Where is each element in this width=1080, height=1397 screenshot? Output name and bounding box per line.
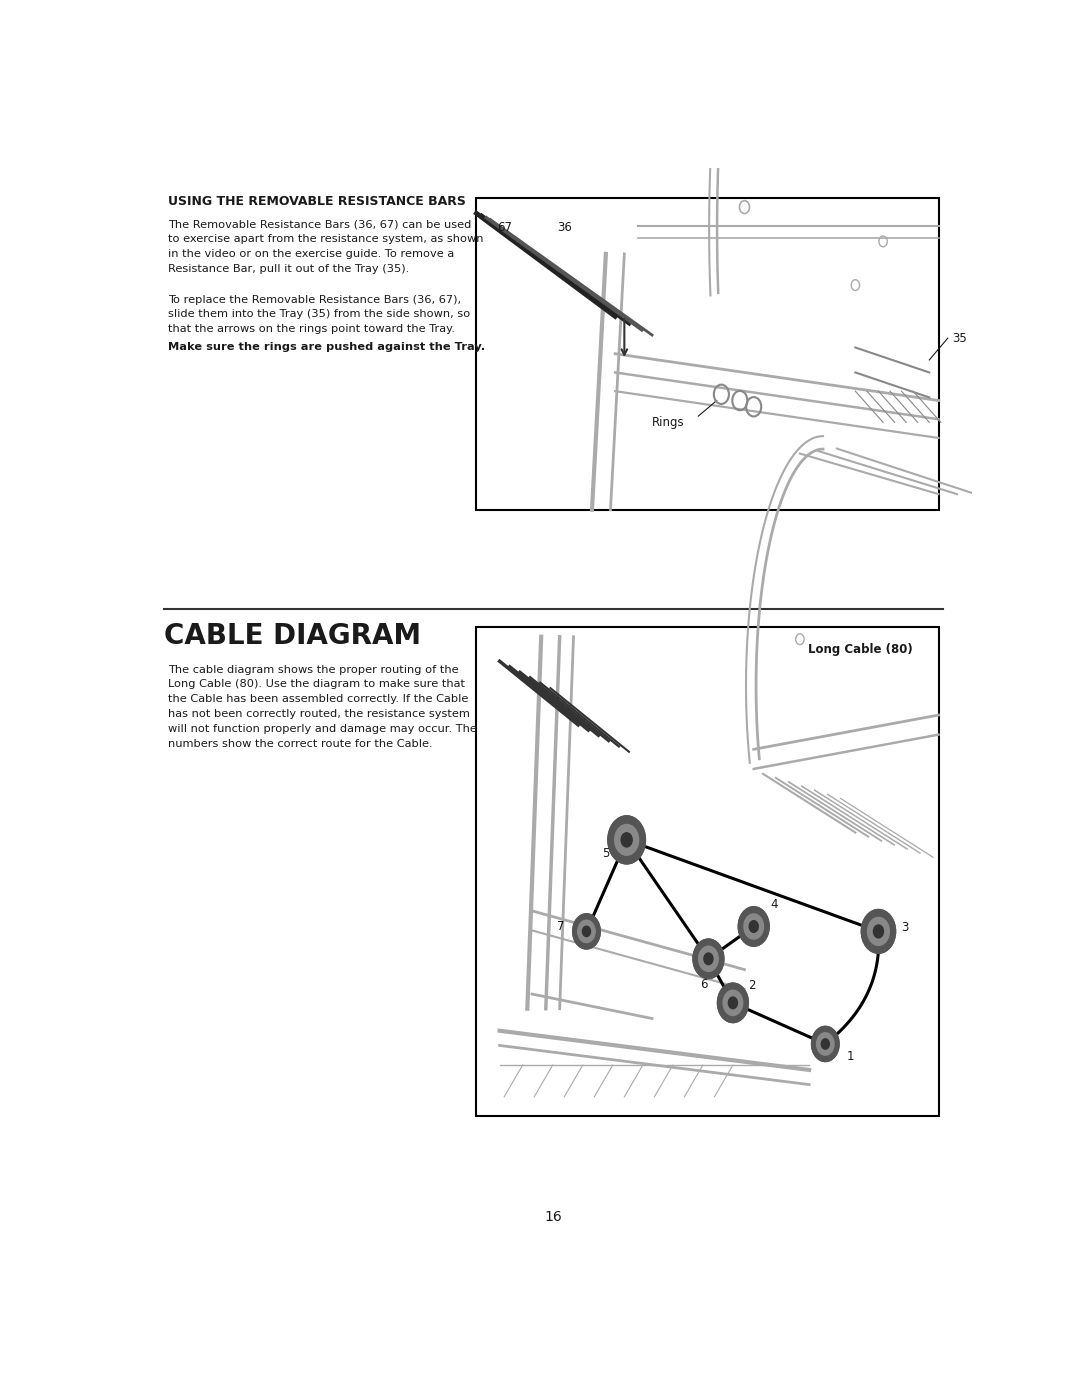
- Circle shape: [750, 921, 758, 932]
- Circle shape: [699, 946, 718, 971]
- Circle shape: [573, 914, 599, 949]
- Circle shape: [578, 921, 595, 943]
- Circle shape: [582, 926, 591, 936]
- Circle shape: [862, 909, 895, 953]
- Circle shape: [816, 1032, 834, 1055]
- Circle shape: [621, 833, 632, 847]
- Circle shape: [608, 816, 645, 863]
- Circle shape: [728, 997, 738, 1009]
- Circle shape: [816, 1032, 834, 1055]
- Text: 16: 16: [544, 1210, 563, 1224]
- Circle shape: [867, 918, 889, 946]
- Text: 7: 7: [557, 921, 565, 933]
- Circle shape: [699, 946, 718, 971]
- Circle shape: [867, 918, 889, 946]
- Circle shape: [724, 990, 743, 1016]
- Circle shape: [744, 914, 764, 939]
- Circle shape: [718, 983, 748, 1023]
- Text: 4: 4: [771, 898, 779, 911]
- Text: 36: 36: [557, 221, 572, 233]
- Text: 3: 3: [902, 921, 909, 935]
- Circle shape: [728, 997, 738, 1009]
- Circle shape: [874, 925, 883, 937]
- Text: 6: 6: [700, 978, 707, 990]
- Text: 35: 35: [953, 331, 967, 345]
- Circle shape: [718, 983, 748, 1023]
- Circle shape: [739, 907, 769, 946]
- Text: The Removable Resistance Bars (36, 67) can be used
to exercise apart from the re: The Removable Resistance Bars (36, 67) c…: [168, 219, 484, 274]
- Circle shape: [739, 907, 769, 946]
- Circle shape: [704, 953, 713, 964]
- Bar: [476, 198, 939, 510]
- Text: Make sure the rings are pushed against the Tray.: Make sure the rings are pushed against t…: [168, 342, 486, 352]
- Circle shape: [812, 1027, 839, 1062]
- Circle shape: [621, 833, 632, 847]
- Circle shape: [862, 909, 895, 953]
- Circle shape: [724, 990, 743, 1016]
- Circle shape: [615, 824, 638, 855]
- Circle shape: [744, 914, 764, 939]
- Text: 67: 67: [497, 221, 512, 233]
- Text: To replace the Removable Resistance Bars (36, 67),
slide them into the Tray (35): To replace the Removable Resistance Bars…: [168, 295, 471, 334]
- Circle shape: [578, 921, 595, 943]
- Circle shape: [582, 926, 591, 936]
- Text: USING THE REMOVABLE RESISTANCE BARS: USING THE REMOVABLE RESISTANCE BARS: [168, 194, 467, 208]
- Circle shape: [812, 1027, 839, 1062]
- Text: Rings: Rings: [652, 416, 685, 429]
- Circle shape: [693, 939, 724, 978]
- Text: 1: 1: [847, 1049, 854, 1063]
- Text: The cable diagram shows the proper routing of the
Long Cable (80). Use the diagr: The cable diagram shows the proper routi…: [168, 665, 477, 749]
- Text: 2: 2: [747, 979, 755, 992]
- Circle shape: [693, 939, 724, 978]
- Circle shape: [704, 953, 713, 964]
- Bar: [476, 627, 939, 1116]
- Text: 5: 5: [603, 847, 609, 861]
- Text: Long Cable (80): Long Cable (80): [808, 643, 913, 655]
- Circle shape: [874, 925, 883, 937]
- Circle shape: [750, 921, 758, 932]
- Circle shape: [573, 914, 599, 949]
- Circle shape: [615, 824, 638, 855]
- Text: CABLE DIAGRAM: CABLE DIAGRAM: [164, 622, 421, 650]
- Circle shape: [608, 816, 645, 863]
- Circle shape: [821, 1039, 829, 1049]
- Circle shape: [821, 1039, 829, 1049]
